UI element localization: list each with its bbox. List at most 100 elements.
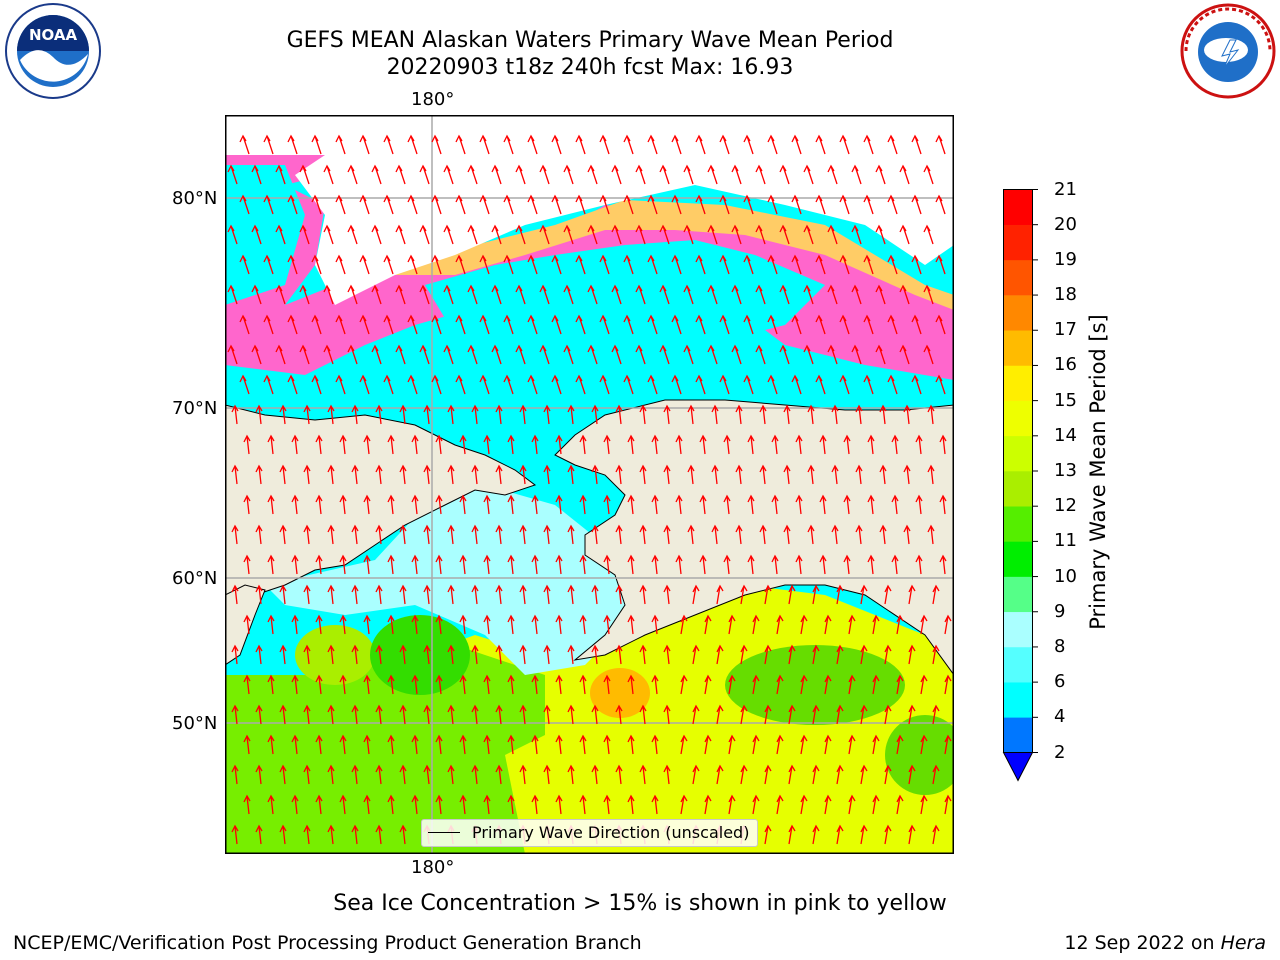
wave-arrow <box>435 434 443 455</box>
wave-arrow <box>887 254 898 275</box>
wave-arrow <box>299 164 310 185</box>
colorbar-tick-label: 19 <box>1054 248 1077 270</box>
wave-arrow <box>807 524 815 545</box>
wave-arrow <box>495 644 503 665</box>
wave-arrow <box>443 284 454 305</box>
wave-arrow <box>303 704 311 725</box>
wave-arrow <box>663 704 671 725</box>
wave-arrow <box>375 764 383 785</box>
wave-arrow <box>279 824 287 845</box>
wave-arrow <box>795 434 803 455</box>
wave-arrow <box>411 794 419 815</box>
wave-arrow <box>651 734 659 755</box>
wave-arrow <box>884 644 892 665</box>
lat-label-80: 80°N <box>172 188 218 209</box>
wave-arrow <box>323 284 334 305</box>
wave-arrow <box>363 494 371 515</box>
wave-arrow <box>227 284 238 305</box>
wave-arrow <box>311 374 322 395</box>
wave-arrow <box>279 524 287 545</box>
wave-arrow <box>555 734 563 755</box>
wave-arrow <box>879 464 887 485</box>
wave-arrow <box>723 494 731 515</box>
wave-arrow <box>812 764 820 785</box>
wave-arrow <box>315 734 323 755</box>
wave-arrow <box>687 464 695 485</box>
wave-arrow <box>599 314 610 335</box>
lat-label-70: 70°N <box>172 398 218 419</box>
wave-arrow <box>515 284 526 305</box>
wave-arrow <box>743 374 754 395</box>
wave-arrow <box>515 224 526 245</box>
colorbar-tick-label: 2 <box>1054 741 1066 763</box>
wave-arrow <box>495 524 503 545</box>
wave-arrow <box>375 824 383 845</box>
wave-arrow <box>671 134 682 155</box>
wave-arrow <box>860 764 868 785</box>
wave-arrow <box>347 164 358 185</box>
green-period-zone <box>295 625 375 685</box>
wave-arrow <box>419 164 430 185</box>
wave-arrow <box>303 824 311 845</box>
colorbar-extend-arrow <box>1002 752 1034 782</box>
wave-arrow <box>383 374 394 395</box>
wave-arrow <box>363 554 371 575</box>
bering-sea-field <box>265 485 635 675</box>
wave-arrow <box>459 734 467 755</box>
wave-arrow <box>359 254 370 275</box>
wave-arrow <box>920 674 928 695</box>
wave-arrow <box>723 554 731 575</box>
wave-arrow <box>495 764 503 785</box>
wave-arrow <box>692 764 700 785</box>
wave-arrow <box>423 524 431 545</box>
wave-arrow <box>603 614 611 635</box>
wave-arrow <box>339 434 347 455</box>
wave-arrow <box>587 224 598 245</box>
wave-arrow <box>435 494 443 515</box>
wave-arrow <box>603 794 611 815</box>
wave-arrow <box>431 194 442 215</box>
wave-arrow <box>743 254 754 275</box>
wave-arrow <box>848 734 856 755</box>
wave-arrow <box>675 554 683 575</box>
wave-arrow <box>231 584 239 605</box>
wave-arrow <box>915 494 923 515</box>
wave-arrow <box>627 734 635 755</box>
wave-arrow <box>911 134 922 155</box>
wave-arrow <box>911 314 922 335</box>
wave-arrow <box>887 194 898 215</box>
wave-arrow <box>683 164 694 185</box>
wave-arrow <box>651 434 659 455</box>
wave-arrow <box>747 554 755 575</box>
wave-arrow <box>471 404 479 425</box>
wave-arrow <box>351 764 359 785</box>
wave-arrow <box>824 794 832 815</box>
wave-arrow <box>711 524 719 545</box>
wave-arrow <box>531 674 539 695</box>
wave-arrow <box>567 464 575 485</box>
wave-arrow <box>387 674 395 695</box>
wave-arrow <box>827 224 838 245</box>
wave-arrow <box>231 524 239 545</box>
wave-arrow <box>908 824 916 845</box>
wave-arrow <box>359 374 370 395</box>
wave-arrow <box>327 404 335 425</box>
wave-arrow <box>303 524 311 545</box>
wave-arrow <box>791 134 802 155</box>
wave-arrow <box>671 194 682 215</box>
wave-arrow <box>231 644 239 665</box>
no-data-area <box>225 115 954 305</box>
wave-arrow <box>884 584 892 605</box>
wave-arrow <box>872 794 880 815</box>
wave-arrow <box>503 314 514 335</box>
wave-arrow <box>851 284 862 305</box>
wave-arrow <box>759 404 767 425</box>
wave-arrow <box>267 614 275 635</box>
wave-arrow <box>803 344 814 365</box>
wave-arrow <box>351 464 359 485</box>
wave-arrow <box>824 734 832 755</box>
wave-arrow <box>515 344 526 365</box>
wave-arrow <box>651 794 659 815</box>
wave-arrow <box>363 734 371 755</box>
colorbar-segment <box>1003 506 1033 542</box>
